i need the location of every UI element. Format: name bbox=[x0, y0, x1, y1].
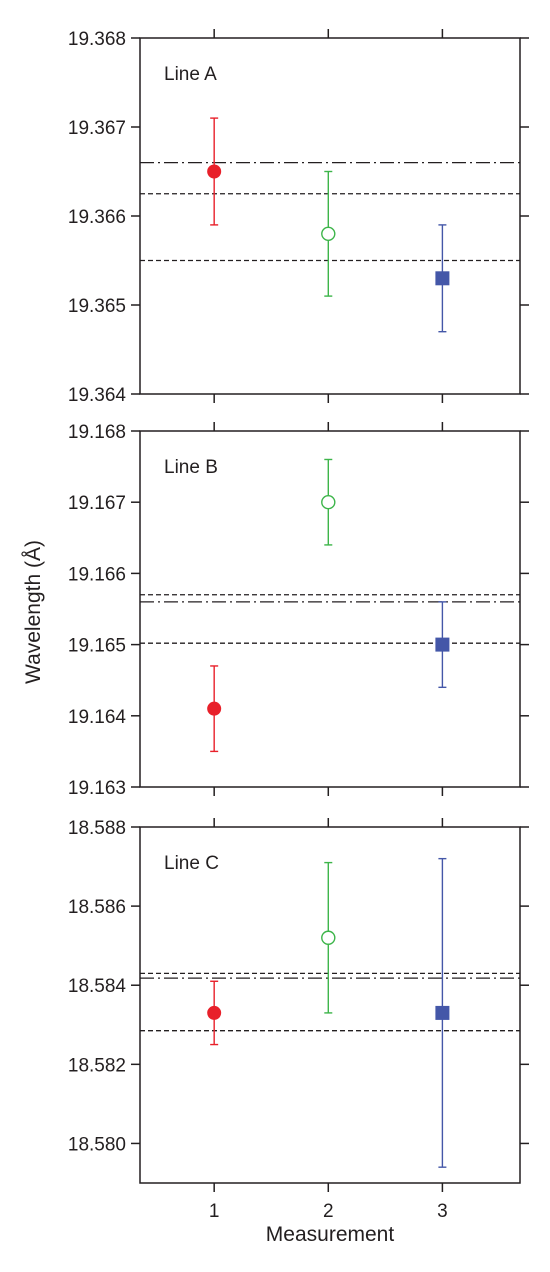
panel-3-y-tick-label-4: 18.586 bbox=[68, 897, 126, 918]
panel-1-y-tick-label-3: 19.366 bbox=[68, 207, 126, 228]
panel-1-point-3-marker bbox=[435, 271, 450, 286]
panel-2-y-tick-label-5: 19.167 bbox=[68, 493, 126, 514]
panel-2-point-1-marker bbox=[207, 701, 222, 716]
x-tick-label-1: 1 bbox=[209, 1201, 220, 1222]
panel-3-y-tick-label-1: 18.580 bbox=[68, 1134, 126, 1155]
panel-2-y-tick-label-2: 19.164 bbox=[68, 707, 127, 728]
panel-1-point-1-marker bbox=[207, 164, 222, 179]
panel-2-point-2-marker bbox=[321, 495, 336, 510]
panel-3-y-tick-label-3: 18.584 bbox=[68, 976, 127, 997]
panel-2-frame bbox=[139, 430, 521, 788]
panel-3-point-1-marker bbox=[207, 1005, 222, 1020]
panel-2-y-tick-label-3: 19.165 bbox=[68, 636, 126, 657]
panel-2-y-tick-label-4: 19.166 bbox=[68, 564, 126, 585]
x-axis-title: Measurement bbox=[266, 1223, 395, 1246]
panel-3-point-3-marker bbox=[435, 1005, 450, 1020]
panel-1-y-tick-label-5: 19.368 bbox=[68, 29, 126, 50]
panel-1-label: Line A bbox=[164, 64, 217, 85]
panel-3-y-tick-label-5: 18.588 bbox=[68, 818, 126, 839]
panel-1-frame bbox=[139, 37, 521, 395]
panel-2-y-tick-label-1: 19.163 bbox=[68, 778, 126, 799]
panel-3-label: Line C bbox=[164, 853, 219, 874]
panel-1-y-tick-label-2: 19.365 bbox=[68, 296, 126, 317]
panel-1-y-tick-label-1: 19.364 bbox=[68, 385, 127, 406]
panel-1-y-tick-label-4: 19.367 bbox=[68, 118, 126, 139]
panel-1-point-2-marker bbox=[321, 226, 336, 242]
panel-3-frame bbox=[139, 826, 521, 1184]
panel-3-y-tick-label-2: 18.582 bbox=[68, 1055, 126, 1076]
y-axis-title: Wavelength (Å) bbox=[22, 540, 45, 684]
panel-3-point-2-marker bbox=[321, 930, 336, 945]
x-tick-label-2: 2 bbox=[323, 1201, 334, 1222]
panel-2-label: Line B bbox=[164, 457, 218, 478]
panel-2-point-3-marker bbox=[435, 637, 450, 652]
x-tick-label-3: 3 bbox=[437, 1201, 448, 1222]
panel-2-y-tick-label-6: 19.168 bbox=[68, 422, 126, 443]
